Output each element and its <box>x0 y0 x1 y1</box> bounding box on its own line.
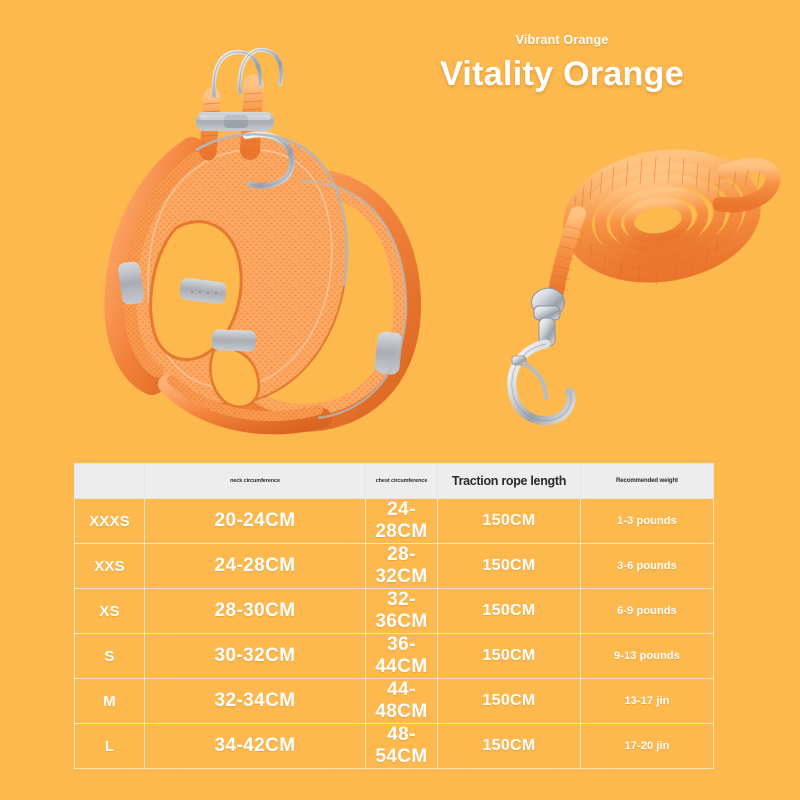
size-chart-table: neck circumference chest circumference T… <box>74 463 714 769</box>
cell-weight: 13-17 jin <box>580 678 714 724</box>
cell-chest: 32-36CM <box>365 588 438 634</box>
product-photo-area <box>104 47 781 435</box>
cell-size: L <box>74 723 145 769</box>
cell-neck: 32-34CM <box>144 678 366 724</box>
cell-rope: 150CM <box>437 633 581 679</box>
cell-rope: 150CM <box>437 543 581 589</box>
header-chest: chest circumference <box>365 463 438 499</box>
cell-neck: 34-42CM <box>144 723 366 769</box>
cell-chest: 28-32CM <box>365 543 438 589</box>
cell-size: XXXS <box>74 498 145 544</box>
table-row: S 30-32CM 36-44CM 150CM 9-13 pounds <box>74 633 714 679</box>
cell-rope: 150CM <box>437 678 581 724</box>
table-row: M 32-34CM 44-48CM 150CM 13-17 jin <box>74 678 714 724</box>
header-neck: neck circumference <box>144 463 366 499</box>
page-title: Vitality Orange <box>440 54 684 93</box>
cell-rope: 150CM <box>437 498 581 544</box>
cell-neck: 30-32CM <box>144 633 366 679</box>
header-recommended-weight: Recommended weight <box>580 463 714 499</box>
cell-chest: 24-28CM <box>365 498 438 544</box>
table-row: XXS 24-28CM 28-32CM 150CM 3-6 pounds <box>74 543 714 589</box>
cell-chest: 48-54CM <box>365 723 438 769</box>
cell-weight: 1-3 pounds <box>580 498 714 544</box>
product-illustration <box>104 47 781 435</box>
color-subtitle: Vibrant Orange <box>515 33 609 47</box>
header-traction-rope-length: Traction rope length <box>437 463 581 499</box>
cell-rope: 150CM <box>437 588 581 634</box>
leash-graphic <box>507 149 781 426</box>
cell-size: XS <box>74 588 145 634</box>
cell-size: M <box>74 678 145 724</box>
header-size <box>74 463 145 499</box>
cell-weight: 3-6 pounds <box>580 543 714 589</box>
cell-chest: 36-44CM <box>365 633 438 679</box>
snap-hook-icon <box>507 287 576 426</box>
table-row: L 34-42CM 48-54CM 150CM 17-20 jin <box>74 723 714 769</box>
cell-weight: 9-13 pounds <box>580 633 714 679</box>
title-block: Vibrant Orange Vitality Orange <box>352 33 772 94</box>
cell-size: XXS <box>74 543 145 589</box>
cell-rope: 150CM <box>437 723 581 769</box>
cell-neck: 24-28CM <box>144 543 366 589</box>
reflective-patch <box>118 261 403 375</box>
size-chart-body: XXXS 20-24CM 24-28CM 150CM 1-3 pounds XX… <box>74 498 714 769</box>
cell-chest: 44-48CM <box>365 678 438 724</box>
size-chart-header: neck circumference chest circumference T… <box>74 463 714 499</box>
cell-weight: 17-20 jin <box>580 723 714 769</box>
harness-graphic <box>104 47 422 435</box>
reflective-buckle <box>196 112 274 131</box>
cell-neck: 28-30CM <box>144 588 366 634</box>
table-row: XXXS 20-24CM 24-28CM 150CM 1-3 pounds <box>74 498 714 544</box>
cell-neck: 20-24CM <box>144 498 366 544</box>
cell-weight: 6-9 pounds <box>580 588 714 634</box>
cell-size: S <box>74 633 145 679</box>
table-row: XS 28-30CM 32-36CM 150CM 6-9 pounds <box>74 588 714 634</box>
header-row: neck circumference chest circumference T… <box>74 463 714 499</box>
